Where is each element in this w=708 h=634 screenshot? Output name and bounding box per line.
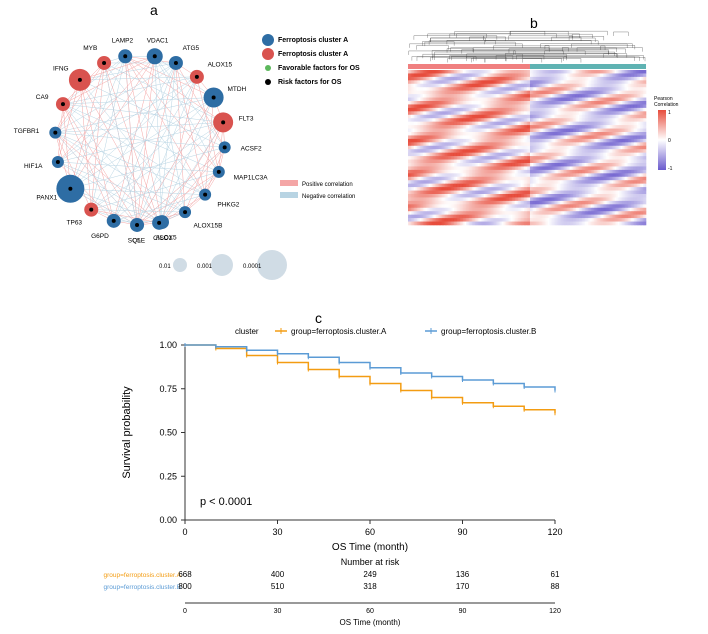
- panel-b-label: b: [530, 15, 538, 31]
- legend-label: Ferroptosis cluster A: [278, 51, 348, 58]
- risk-row-label: group=ferroptosis.cluster.B: [104, 584, 182, 591]
- node-label: TGFBR1: [14, 128, 40, 135]
- svg-text:0.01: 0.01: [159, 264, 171, 270]
- legend-label: Risk factors for OS: [278, 79, 342, 86]
- node-label: FLT3: [239, 116, 254, 123]
- node-label: G6PD: [91, 233, 109, 240]
- svg-text:0.0001: 0.0001: [243, 264, 262, 270]
- node-label: MTDH: [227, 86, 246, 93]
- legend-label: Ferroptosis cluster A: [278, 37, 348, 44]
- risk-row-label: group=ferroptosis.cluster.A: [104, 572, 182, 579]
- node-label: LAMP2: [112, 37, 134, 44]
- svg-text:Negative correlation: Negative correlation: [302, 194, 355, 200]
- node-label: HIF1A: [24, 163, 43, 170]
- node-label: TP63: [67, 219, 83, 226]
- node-label: ALOX15: [208, 62, 233, 69]
- node-label: C5: [132, 238, 141, 245]
- node-label: MYB: [83, 45, 97, 52]
- node-label: PHKG2: [217, 202, 239, 209]
- node-label: MAP1LC3A: [234, 175, 269, 182]
- svg-text:Positive correlation: Positive correlation: [302, 182, 353, 188]
- survival-plot: 03060901200.000.250.500.751.00p < 0.0001…: [100, 320, 620, 630]
- heatmap: PearsonCorrelation10-1: [400, 30, 700, 250]
- node-label: PANX1: [36, 195, 57, 202]
- legend-label: Favorable factors for OS: [278, 65, 360, 72]
- survival-curve: [185, 345, 555, 413]
- svg-text:0.001: 0.001: [197, 264, 213, 270]
- network-diagram: LAMP2 VDAC1 ATG5 MYB ALOX15 IFNG MTDH CA9 FLT3 TG…: [0, 10, 380, 300]
- pvalue-text: p < 0.0001: [200, 496, 252, 508]
- node-label: ALOX15B: [194, 222, 223, 229]
- node-label: VDAC1: [147, 37, 169, 44]
- node-label: IFNG: [53, 65, 69, 72]
- node-label: ACSF2: [241, 146, 262, 153]
- node-label: CA9: [36, 94, 49, 101]
- node-label: CISD1: [153, 235, 173, 242]
- node-label: ATG5: [183, 45, 200, 52]
